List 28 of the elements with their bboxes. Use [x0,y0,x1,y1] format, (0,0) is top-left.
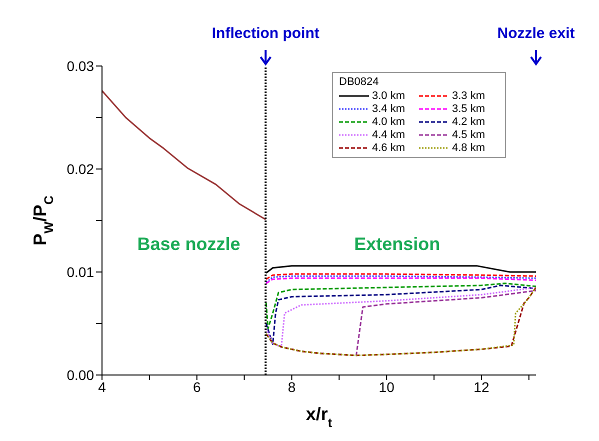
legend-label: 3.0 km [372,90,406,102]
ref-line-label: Inflection point [212,25,320,42]
line-series [102,90,266,220]
y-tick-label: 0.03 [66,58,94,74]
x-axis-title: x/r$_{t}$ [306,404,333,430]
legend-label: 4.6 km [372,142,406,154]
text: Nozzle exit [497,25,575,42]
legend-label: 4.8 km [452,142,486,154]
y-tick-label: 0.02 [66,160,94,177]
legend-label: 3.5 km [452,103,486,115]
line-series [265,275,536,284]
legend-label: 4.5 km [452,129,486,141]
x-tick-label: 8 [288,378,296,395]
y-tick-label: 0.00 [66,366,94,383]
y-tick-label: 0.01 [66,264,94,280]
x-tick-label: 4 [98,378,106,395]
annotation: Extension [354,234,440,254]
annotation: Base nozzle [137,234,240,254]
x-tick-label: 12 [474,378,490,395]
legend-label: 4.4 km [372,129,406,141]
x-tick-label: 6 [192,378,201,395]
legend-label: 3.3 km [452,90,486,102]
legend-label: 4.0 km [372,116,406,128]
line-series [265,282,536,330]
legend-label: 3.4 km [372,103,406,115]
legend-title: DB0824 [339,76,380,88]
legend-label: 4.2 km [452,116,486,128]
x-tick-label: 10 [378,378,395,395]
